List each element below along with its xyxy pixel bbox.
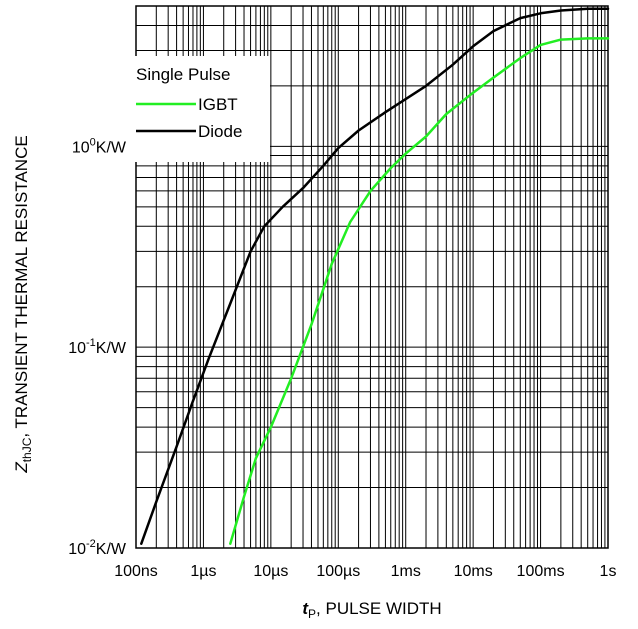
x-tick-label: 100ms (517, 563, 565, 580)
y-tick-label: 10-1K/W (68, 337, 127, 357)
y-axis-label-var: Z (12, 462, 31, 474)
y-tick-label: 100K/W (72, 136, 127, 156)
x-tick-labels: 100ns 1µs 10µs 100µs 1ms 10ms 100ms 1s (114, 563, 616, 580)
y-axis-label: ZthJC, TRANSIENT THERMAL RESISTANCE (12, 135, 34, 473)
y-tick-labels: 10-2K/W 10-1K/W 100K/W (68, 136, 127, 558)
y-tick-label: 10-2K/W (68, 538, 127, 558)
x-axis-label-text: , PULSE WIDTH (316, 599, 442, 618)
y-axis-label-text: , TRANSIENT THERMAL RESISTANCE (12, 135, 31, 437)
x-tick-label: 1µs (190, 563, 216, 580)
legend-label-igbt: IGBT (198, 95, 238, 114)
x-tick-label: 10ms (454, 563, 493, 580)
series-line-igbt (230, 38, 608, 543)
legend-label-diode: Diode (198, 122, 242, 141)
x-tick-label: 1s (600, 563, 617, 580)
legend: Single Pulse IGBT Diode (124, 56, 270, 162)
x-axis-label: tP, PULSE WIDTH (302, 599, 441, 621)
x-tick-label: 100µs (316, 563, 360, 580)
y-axis-label-sub: thJC (20, 437, 34, 462)
x-tick-label: 100ns (114, 563, 158, 580)
x-tick-label: 1ms (391, 563, 421, 580)
x-tick-label: 10µs (253, 563, 288, 580)
legend-title: Single Pulse (136, 65, 231, 84)
x-axis-label-sub: P (308, 607, 316, 621)
